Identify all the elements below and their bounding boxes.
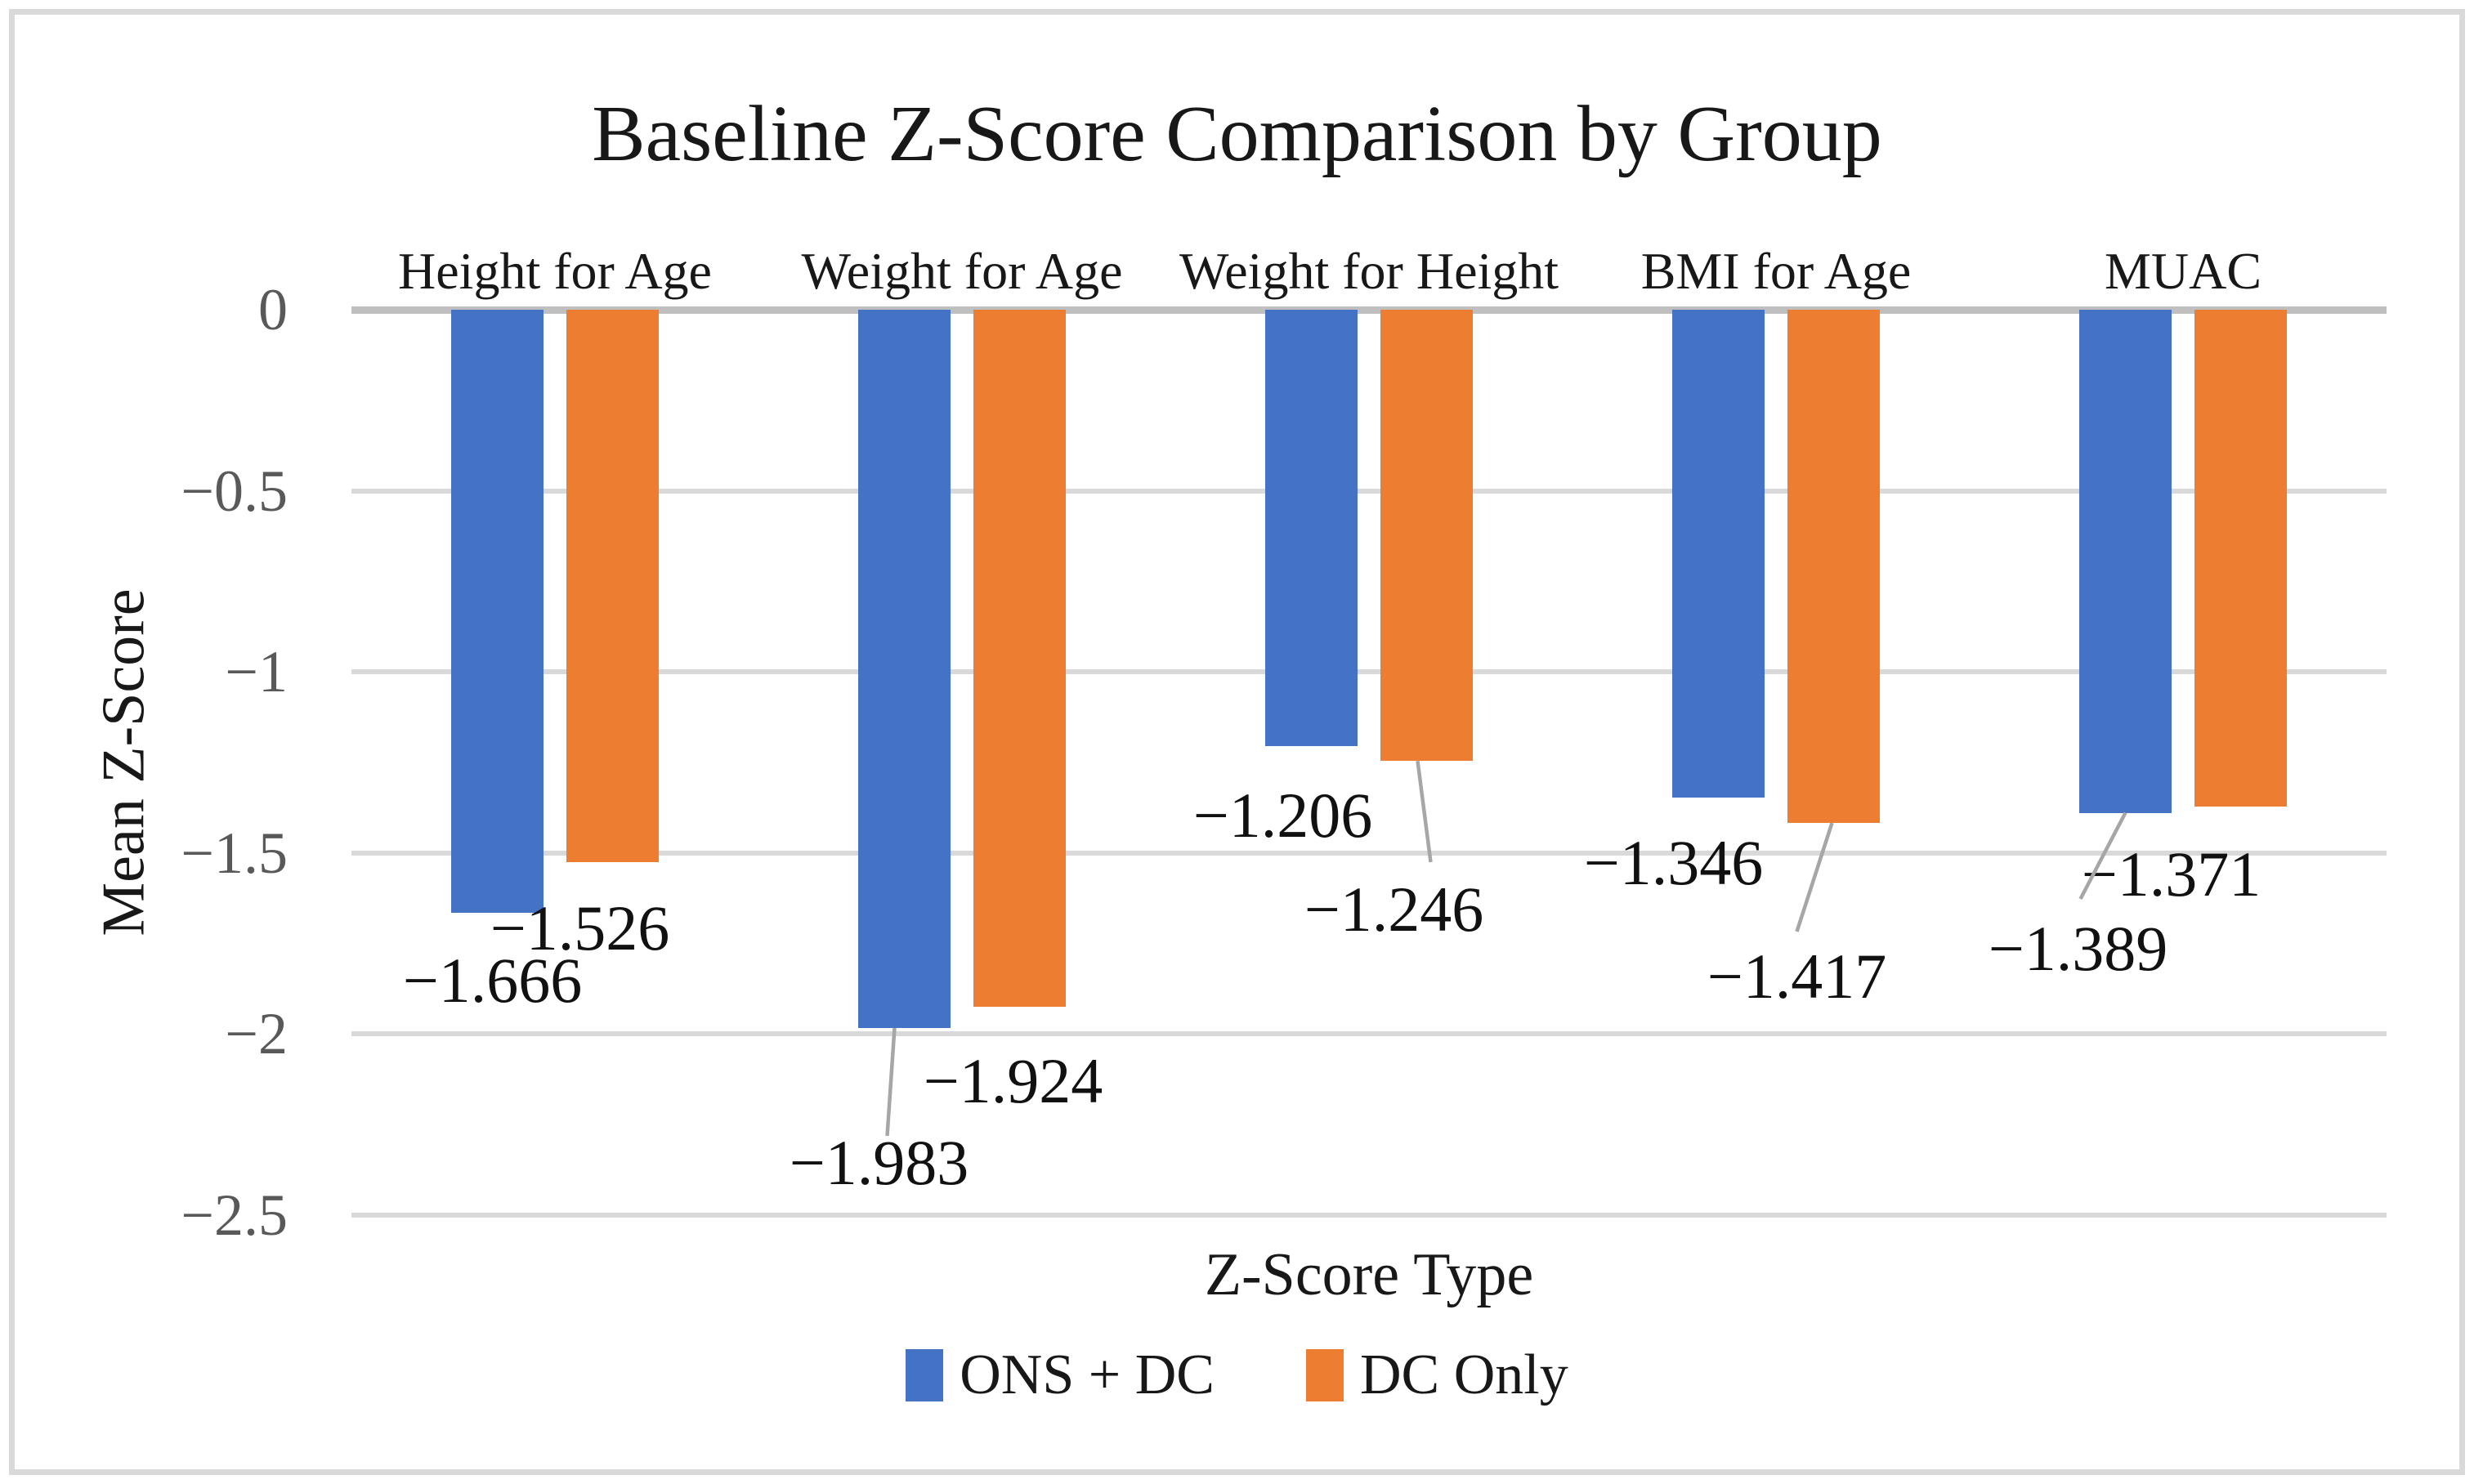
gridline	[351, 1213, 2387, 1218]
bar-ons-dc-weight-for-age	[858, 310, 951, 1028]
category-label: MUAC	[2104, 242, 2262, 300]
category-label: Height for Age	[398, 242, 712, 300]
bar-ons-dc-height-for-age	[451, 310, 544, 914]
legend-swatch-icon	[1306, 1349, 1344, 1401]
category-label: BMI for Age	[1640, 242, 1912, 300]
y-tick-label: −1	[225, 639, 288, 705]
chart-border	[9, 9, 2465, 1475]
bar-ons-dc-muac	[2079, 310, 2172, 813]
y-tick-label: −2	[225, 1001, 288, 1067]
gridline	[351, 669, 2387, 675]
zero-axis-line	[351, 306, 2387, 314]
data-label: −1.924	[923, 1045, 1103, 1116]
gridline	[351, 488, 2387, 494]
legend-label: ONS + DC	[960, 1343, 1215, 1406]
data-label: −1.371	[2081, 838, 2261, 910]
bar-dc-only-weight-for-height	[1380, 310, 1473, 762]
gridline	[351, 850, 2387, 856]
y-axis-title: Mean Z-Score	[90, 588, 158, 936]
data-label: −1.526	[490, 892, 670, 963]
bar-ons-dc-weight-for-height	[1265, 310, 1358, 747]
bar-dc-only-weight-for-age	[973, 310, 1066, 1007]
category-label: Weight for Height	[1179, 242, 1559, 300]
gridline	[351, 1031, 2387, 1037]
legend: ONS + DC DC Only	[0, 1347, 2474, 1404]
bar-dc-only-muac	[2194, 310, 2287, 807]
y-tick-label: −2.5	[181, 1182, 288, 1248]
y-tick-label: −0.5	[181, 458, 288, 524]
x-axis-title: Z-Score Type	[1204, 1241, 1534, 1308]
legend-item: DC Only	[1306, 1347, 1568, 1404]
legend-item: ONS + DC	[906, 1347, 1215, 1404]
data-label: −1.246	[1304, 874, 1484, 945]
chart-title: Baseline Z-Score Comparison by Group	[592, 90, 1882, 178]
y-tick-label: −1.5	[181, 820, 288, 886]
data-label: −1.983	[789, 1127, 969, 1198]
category-label: Weight for Age	[801, 242, 1123, 300]
data-label: −1.417	[1707, 941, 1887, 1012]
data-label: −1.206	[1192, 780, 1373, 851]
data-label: −1.666	[402, 945, 583, 1016]
legend-swatch-icon	[906, 1349, 944, 1401]
bar-dc-only-height-for-age	[566, 310, 659, 863]
data-label: −1.389	[1988, 913, 2168, 984]
bar-ons-dc-bmi-for-age	[1672, 310, 1765, 798]
legend-label: DC Only	[1360, 1343, 1568, 1406]
y-tick-label: 0	[258, 277, 288, 342]
bar-dc-only-bmi-for-age	[1787, 310, 1880, 823]
data-label: −1.346	[1583, 827, 1764, 898]
